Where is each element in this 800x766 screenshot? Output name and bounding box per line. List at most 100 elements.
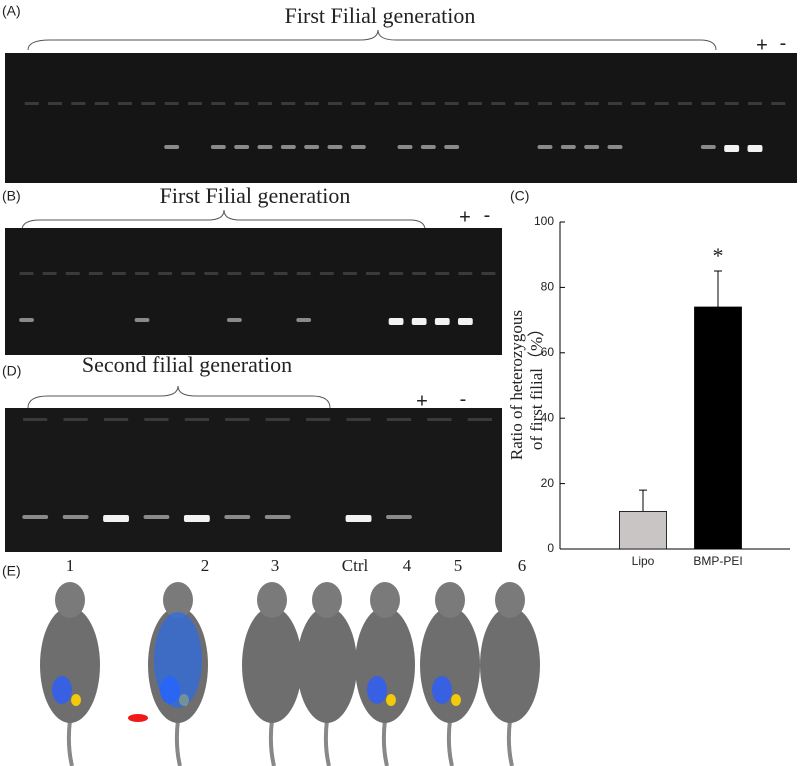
gel-well <box>328 102 342 105</box>
error-bar <box>714 270 722 308</box>
gel-band <box>22 515 49 519</box>
mouse-head <box>163 582 193 618</box>
mouse-head <box>257 582 287 618</box>
mouse-head <box>370 582 400 618</box>
gel-well <box>481 272 496 275</box>
gel-band <box>345 515 372 522</box>
lane-label: 2 <box>201 556 210 575</box>
mouse-tail <box>268 719 276 766</box>
gel-band <box>434 318 450 325</box>
gel-well <box>158 272 173 275</box>
gel-band <box>457 318 473 325</box>
gel-well <box>701 102 716 105</box>
panel-label: (D) <box>2 363 21 379</box>
mouse-tail <box>381 719 389 766</box>
signal <box>386 694 396 706</box>
gel-well <box>88 272 103 275</box>
lane-label: 1 <box>66 556 75 575</box>
plus-label: + <box>416 390 428 412</box>
mouse-tail <box>323 719 331 766</box>
signal <box>71 694 81 706</box>
gel-well <box>412 272 427 275</box>
lane-label: 4 <box>403 556 412 575</box>
gel-band <box>103 515 129 522</box>
gel-band <box>444 145 460 149</box>
minus-label: - <box>484 204 491 226</box>
gel-well <box>467 418 492 421</box>
lane-label: Ctrl <box>342 556 369 575</box>
gel-band <box>388 318 404 325</box>
gel-well <box>94 102 109 105</box>
gel-well <box>561 102 576 105</box>
gel-band <box>327 145 343 149</box>
gel-band <box>257 145 273 149</box>
gel-band <box>134 318 150 322</box>
gel-well <box>427 418 452 421</box>
mouse-body <box>40 607 100 723</box>
gel-well <box>250 272 265 275</box>
gel-well <box>42 272 57 275</box>
mouse-tail <box>446 719 454 766</box>
error-bar <box>639 489 647 512</box>
gel-band <box>210 145 226 149</box>
gel-well <box>435 272 450 275</box>
gel-well <box>584 102 599 105</box>
mouse-body <box>242 607 302 723</box>
gel-band <box>350 145 366 149</box>
y-axis-title: of first filial（%） <box>527 320 546 450</box>
gel-well <box>389 272 403 275</box>
gel-band <box>183 515 210 522</box>
gel-well <box>346 418 371 421</box>
gel-well <box>306 418 331 421</box>
gel-image <box>5 228 502 355</box>
gel-well <box>164 102 179 105</box>
gel-band <box>19 318 34 322</box>
gel-well <box>135 272 149 275</box>
gel-well <box>273 272 288 275</box>
y-tick-label: 0 <box>547 541 554 555</box>
minus-label: - <box>460 388 467 410</box>
signal <box>451 694 461 706</box>
gel-well <box>421 102 436 105</box>
gel-well <box>258 102 272 105</box>
gel-well <box>319 272 334 275</box>
gel-well <box>771 102 786 105</box>
lane-label: 3 <box>271 556 280 575</box>
gel-band <box>264 515 291 519</box>
gel-well <box>468 102 482 105</box>
gel-band <box>227 318 242 322</box>
gel-band <box>280 145 296 149</box>
signal <box>432 676 452 704</box>
gel-band <box>234 145 250 149</box>
gel-well <box>103 418 129 421</box>
panel-label: (E) <box>2 563 21 579</box>
y-tick-label: 100 <box>534 214 554 228</box>
gel-band <box>747 145 763 152</box>
gel-well <box>386 418 412 421</box>
gel-band <box>724 145 740 152</box>
gel-well <box>351 102 366 105</box>
gel-well <box>281 102 296 105</box>
gel-image <box>5 408 502 552</box>
panel-label: (C) <box>510 188 529 204</box>
lane-label: 6 <box>518 556 527 575</box>
gel-well <box>678 102 692 105</box>
gel-well <box>63 418 88 421</box>
gel-band <box>143 515 170 519</box>
mouse-head <box>435 582 465 618</box>
gel-well <box>514 102 529 105</box>
gel-well <box>118 102 132 105</box>
gel-well <box>296 272 311 275</box>
gel-band <box>397 145 413 149</box>
gel-well <box>23 418 48 421</box>
mouse-tail <box>174 719 182 766</box>
plus-label: + <box>756 34 768 56</box>
gel-well <box>188 102 202 105</box>
gel-well <box>265 418 290 421</box>
gel-well <box>211 102 226 105</box>
panel-title: First Filial generation <box>285 3 476 28</box>
gel-well <box>24 102 39 105</box>
gel-band <box>164 145 180 149</box>
